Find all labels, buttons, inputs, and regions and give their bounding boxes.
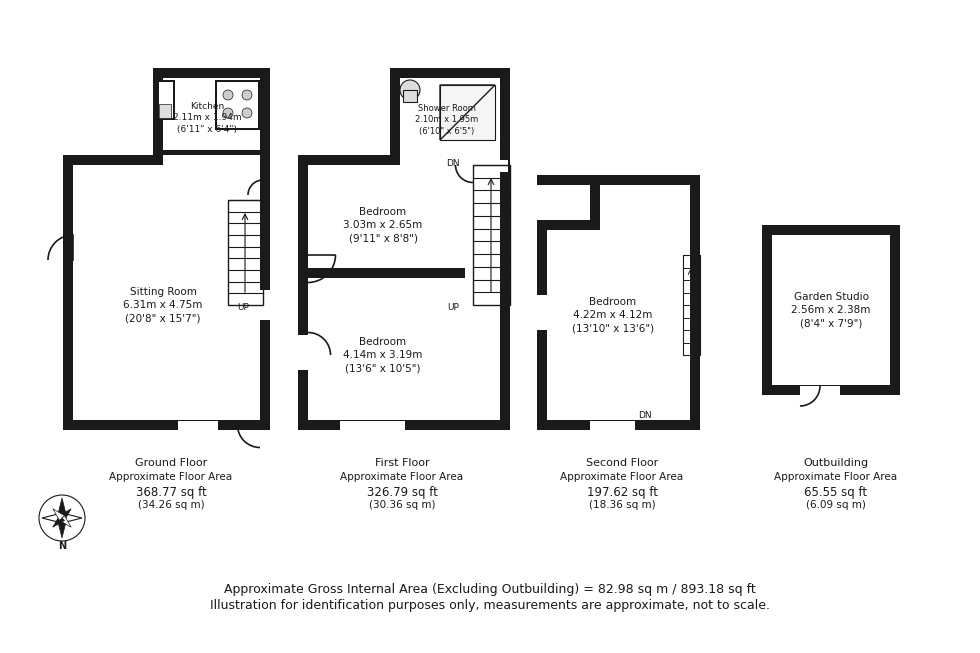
Text: Approximate Gross Internal Area (Excluding Outbuilding) = 82.98 sq m / 893.18 sq: Approximate Gross Internal Area (Excludi… (224, 584, 756, 596)
Text: Garden Studio
2.56m x 2.38m
(8'4" x 7'9"): Garden Studio 2.56m x 2.38m (8'4" x 7'9"… (791, 292, 870, 328)
Text: 326.79 sq ft: 326.79 sq ft (367, 486, 437, 499)
Text: First Floor: First Floor (374, 458, 429, 468)
Bar (403, 90, 417, 102)
Bar (308, 165, 500, 420)
Bar (537, 175, 700, 430)
Bar (159, 104, 171, 118)
Bar (547, 230, 690, 420)
Bar (217, 82, 258, 128)
Bar (400, 155, 500, 167)
Bar (800, 386, 840, 398)
Bar (547, 185, 590, 220)
Bar (153, 68, 270, 160)
Bar (772, 235, 890, 385)
Text: Approximate Floor Area: Approximate Floor Area (561, 472, 684, 482)
Text: (18.36 sq m): (18.36 sq m) (589, 500, 656, 510)
Bar (468, 160, 508, 172)
Text: Bedroom
4.22m x 4.12m
(13'10" x 13'6"): Bedroom 4.22m x 4.12m (13'10" x 13'6") (572, 297, 654, 333)
Text: (30.36 sq m): (30.36 sq m) (368, 500, 435, 510)
Bar (473, 165, 510, 305)
Bar (298, 155, 510, 430)
Text: UP: UP (447, 304, 459, 313)
Text: Kitchen
2.11m x 1.94m
(6'11" x 6'4"): Kitchen 2.11m x 1.94m (6'11" x 6'4") (172, 102, 241, 135)
Text: Second Floor: Second Floor (586, 458, 659, 468)
Bar (537, 175, 590, 185)
Bar (537, 295, 549, 330)
Bar (360, 421, 405, 433)
Bar (298, 335, 310, 370)
Bar (73, 165, 260, 420)
Polygon shape (57, 498, 67, 518)
Bar (159, 82, 173, 118)
Text: Approximate Floor Area: Approximate Floor Area (340, 472, 464, 482)
Polygon shape (53, 515, 65, 527)
Text: 368.77 sq ft: 368.77 sq ft (135, 486, 207, 499)
Bar (178, 421, 218, 433)
Circle shape (242, 108, 252, 118)
Bar (400, 78, 500, 155)
Bar (590, 175, 700, 230)
Bar (163, 155, 260, 167)
Text: 197.62 sq ft: 197.62 sq ft (586, 486, 658, 499)
Text: Shower Room
2.10m x 1.95m
(6'10" x 6'5"): Shower Room 2.10m x 1.95m (6'10" x 6'5") (416, 104, 478, 136)
Bar (308, 268, 465, 278)
Circle shape (223, 90, 233, 100)
Polygon shape (57, 518, 67, 538)
Bar (215, 80, 260, 130)
Bar (63, 155, 270, 430)
Bar (683, 255, 700, 355)
Bar (537, 175, 700, 430)
Text: Approximate Floor Area: Approximate Floor Area (774, 472, 898, 482)
Polygon shape (42, 513, 62, 523)
Circle shape (400, 80, 420, 100)
Bar (547, 185, 690, 420)
Polygon shape (53, 509, 65, 520)
Bar (762, 225, 900, 395)
Bar (537, 220, 547, 430)
Bar (537, 220, 700, 430)
Text: Illustration for identification purposes only, measurements are approximate, not: Illustration for identification purposes… (210, 599, 770, 613)
Bar (390, 68, 510, 165)
Bar (308, 155, 343, 165)
Text: DN: DN (446, 159, 460, 168)
Bar (537, 175, 590, 220)
Circle shape (242, 90, 252, 100)
Circle shape (223, 108, 233, 118)
Text: Ground Floor: Ground Floor (135, 458, 207, 468)
Polygon shape (60, 515, 72, 527)
Bar (600, 185, 690, 220)
Text: Bedroom
3.03m x 2.65m
(9'11" x 8'8"): Bedroom 3.03m x 2.65m (9'11" x 8'8") (343, 207, 422, 243)
Text: N: N (58, 541, 66, 551)
Bar (440, 85, 495, 140)
Bar (537, 175, 590, 220)
Bar (228, 200, 263, 305)
Polygon shape (62, 513, 82, 523)
Text: (34.26 sq m): (34.26 sq m) (137, 500, 204, 510)
Bar (600, 220, 690, 232)
Text: Bedroom
4.14m x 3.19m
(13'6" x 10'5"): Bedroom 4.14m x 3.19m (13'6" x 10'5") (343, 337, 422, 374)
Bar (260, 290, 272, 320)
Text: Sitting Room
6.31m x 4.75m
(20'8" x 15'7"): Sitting Room 6.31m x 4.75m (20'8" x 15'7… (123, 287, 203, 323)
Text: UP: UP (237, 304, 249, 313)
Text: (6.09 sq m): (6.09 sq m) (807, 500, 866, 510)
Text: 65.55 sq ft: 65.55 sq ft (805, 486, 867, 499)
Text: Approximate Floor Area: Approximate Floor Area (110, 472, 232, 482)
Bar (157, 80, 175, 120)
Bar (340, 421, 385, 433)
Bar (590, 421, 635, 433)
Bar (163, 78, 260, 150)
Text: DN: DN (638, 411, 652, 419)
Text: Outbuilding: Outbuilding (804, 458, 868, 468)
Polygon shape (60, 509, 72, 520)
